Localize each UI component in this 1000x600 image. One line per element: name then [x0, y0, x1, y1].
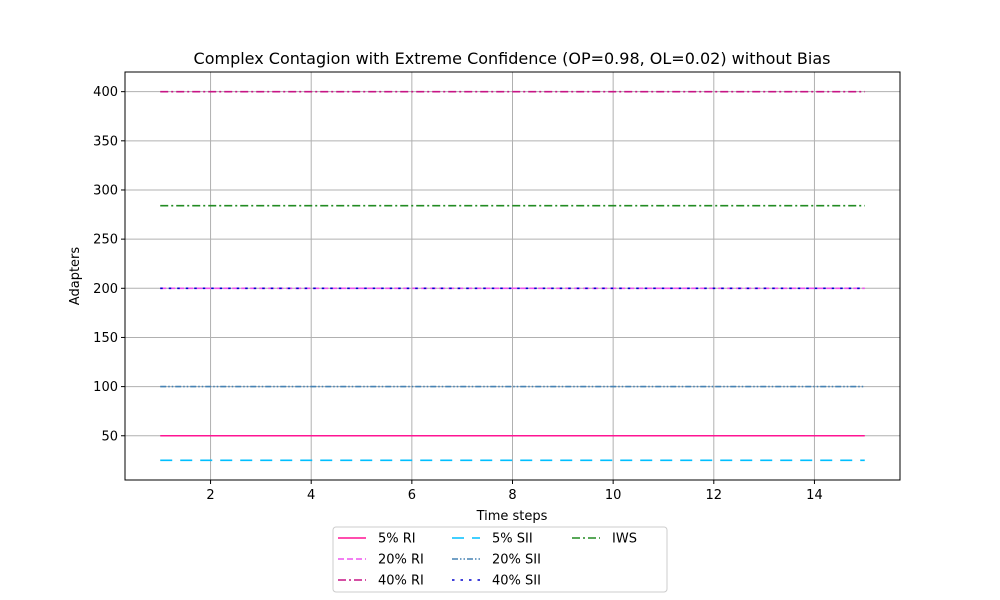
y-tick-label: 400 [93, 85, 118, 100]
legend-label: 40% SII [492, 574, 541, 589]
x-axis-label: Time steps [476, 509, 548, 524]
legend-box [332, 526, 668, 593]
y-axis-label: Adapters [68, 247, 83, 306]
x-tick-label: 4 [307, 488, 315, 503]
x-tick-label: 6 [408, 488, 416, 503]
y-tick-label: 100 [93, 380, 118, 395]
y-tick-label: 150 [93, 331, 118, 346]
legend: 5% RI 20% RI 40% RI 5% SII 20% SII 40% SII IWS [332, 526, 668, 593]
x-tick-label: 14 [806, 488, 823, 503]
series-lines [160, 90, 865, 462]
x-tick-label: 12 [706, 488, 723, 503]
legend-label: 20% RI [378, 553, 424, 568]
y-tick-label: 300 [93, 183, 118, 198]
y-tick-label: 250 [93, 233, 118, 248]
ticks: 2 4 6 8 10 12 14 50 100 150 200 250 300 350 400 [93, 85, 823, 503]
x-tick-label: 8 [508, 488, 516, 503]
legend-label: 5% SII [492, 532, 533, 547]
x-tick-label: 10 [605, 488, 622, 503]
legend-label: 20% SII [492, 553, 541, 568]
y-tick-label: 350 [93, 134, 118, 149]
chart-title: Complex Contagion with Extreme Confidenc… [194, 49, 831, 68]
legend-label: IWS [612, 532, 637, 547]
y-tick-label: 50 [101, 429, 118, 444]
legend-label: 5% RI [378, 532, 416, 547]
x-tick-label: 2 [206, 488, 214, 503]
y-tick-label: 200 [93, 282, 118, 297]
legend-label: 40% RI [378, 574, 424, 589]
